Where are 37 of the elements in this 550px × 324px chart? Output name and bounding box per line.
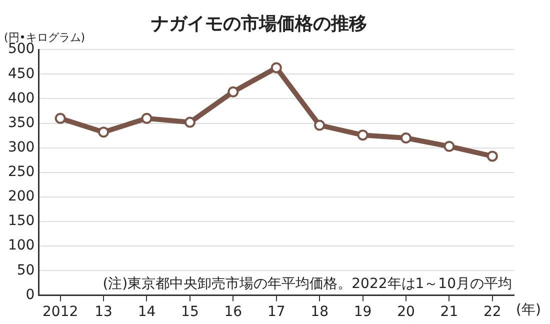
y-tick-label: 250 xyxy=(8,164,35,180)
x-tick-label: 17 xyxy=(267,304,286,320)
point xyxy=(357,130,368,141)
point xyxy=(98,126,110,138)
point xyxy=(314,120,326,131)
chart-title: ナガイモの市場価格の推移 xyxy=(151,13,367,34)
y-tick-label: 0 xyxy=(26,286,35,303)
x-tick-label: 2012 xyxy=(42,304,78,320)
x-tick-label: 19 xyxy=(354,304,372,320)
point xyxy=(444,140,455,152)
y-tick-label: 350 xyxy=(8,114,35,131)
point xyxy=(228,86,239,98)
x-tick-label: 22 xyxy=(483,304,502,320)
x-axis-title: (年) xyxy=(516,302,541,318)
annotation: (注)東京都中央卸売市場の年平均価格。2022年は1～10月の平均 xyxy=(102,276,512,292)
point xyxy=(54,112,66,124)
x-tick-label: 20 xyxy=(397,304,415,320)
point xyxy=(486,150,498,162)
y-tick-label: 300 xyxy=(8,139,35,156)
x-tick-label: 16 xyxy=(224,304,242,320)
point xyxy=(400,132,412,144)
x-tick-label: 21 xyxy=(440,304,458,320)
point xyxy=(141,112,152,124)
x-tick-label: 14 xyxy=(138,304,156,320)
x-tick-label: 15 xyxy=(181,304,199,320)
y-tick-label: 50 xyxy=(16,262,35,278)
y-tick-label: 400 xyxy=(8,90,35,106)
y-tick-label: 100 xyxy=(8,238,35,254)
x-tick-label: 13 xyxy=(94,304,112,320)
point xyxy=(184,116,196,128)
x-tick-label: 18 xyxy=(310,304,328,320)
y-tick-label: 450 xyxy=(8,66,35,82)
y-axis-title: (円•キログラム) xyxy=(4,30,86,44)
y-tick-label: 150 xyxy=(8,213,35,230)
y-tick-label: 500 xyxy=(8,41,35,58)
y-tick-label: 200 xyxy=(8,188,35,205)
point xyxy=(270,62,282,74)
